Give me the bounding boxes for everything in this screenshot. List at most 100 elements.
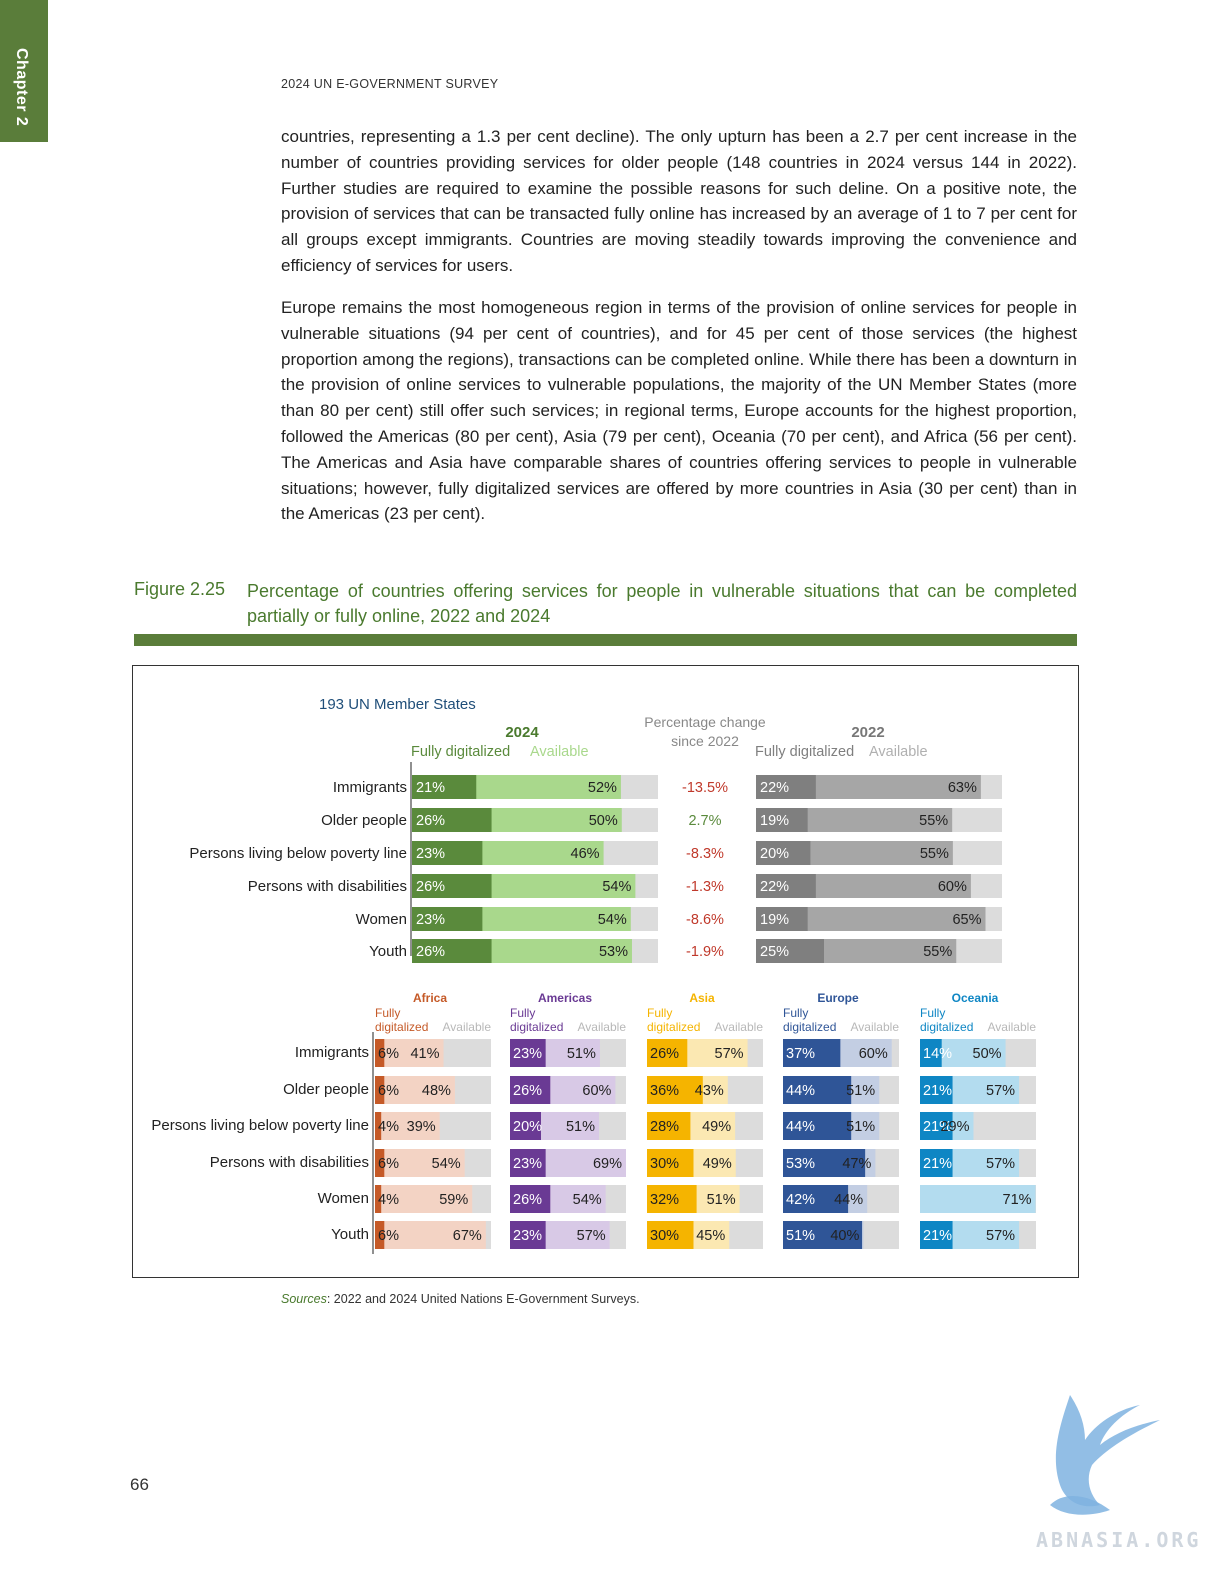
- region-bar-fully: [375, 1076, 385, 1104]
- label-2022-available: 60%: [938, 879, 967, 895]
- region-label-available: 51%: [846, 1083, 875, 1099]
- region-bar-fully: [783, 1149, 866, 1177]
- region-bar-available: [375, 1039, 444, 1067]
- figure-box: 193 UN Member States 2024 Fully digitalize…: [132, 665, 1079, 1278]
- header-2022: 2022: [851, 724, 884, 741]
- region-label-available: 60%: [859, 1046, 888, 1062]
- header-change-line2: since 2022: [671, 733, 739, 749]
- header-2022-fully: Fully digitalized: [755, 744, 854, 760]
- chart: 193 UN Member States 2024 Fully digitalize…: [151, 696, 1037, 1254]
- region-title-oceania: Oceania: [952, 991, 999, 1005]
- paragraph-2: Europe remains the most homogeneous regi…: [281, 298, 1077, 524]
- source-text: : 2022 and 2024 United Nations E-Governm…: [326, 1292, 640, 1306]
- region-label-available: 51%: [566, 1119, 595, 1135]
- region-fully-line2: digitalized: [647, 1020, 700, 1034]
- change-label: -8.6%: [686, 912, 724, 928]
- label-2022-fully: 19%: [760, 813, 789, 829]
- label-2024-fully: 26%: [416, 879, 445, 895]
- region-fully-line2: digitalized: [375, 1020, 428, 1034]
- region-label-fully: 14%: [923, 1046, 952, 1062]
- bar-2022-fully: [756, 841, 811, 865]
- region-label-available: 47%: [842, 1156, 871, 1172]
- region-title-americas: Americas: [538, 991, 592, 1005]
- label-2022-available: 55%: [920, 846, 949, 862]
- label-2024-fully: 26%: [416, 944, 445, 960]
- bar-2022-fully: [756, 874, 816, 898]
- page-number: 66: [130, 1475, 149, 1494]
- region-label-available: 48%: [422, 1083, 451, 1099]
- region-label-fully: 21%: [923, 1228, 952, 1244]
- region-fully-line1: Fully: [510, 1006, 535, 1020]
- region-bar-fully: [783, 1076, 852, 1104]
- region-row-label-youth: Youth: [331, 1226, 369, 1243]
- bar-2022-fully: [756, 907, 808, 931]
- region-label-available: 69%: [593, 1156, 622, 1172]
- region-row-label-older-people: Older people: [283, 1081, 369, 1098]
- label-2024-fully: 21%: [416, 780, 445, 796]
- region-bar-fully: [375, 1185, 382, 1213]
- source-label: Sources: [281, 1292, 327, 1306]
- region-label-available: 39%: [407, 1119, 436, 1135]
- region-title-africa: Africa: [413, 991, 447, 1005]
- region-label-fully: 28%: [650, 1119, 679, 1135]
- region-available: Available: [988, 1020, 1037, 1034]
- region-label-fully: 26%: [513, 1083, 542, 1099]
- label-2024-available: 54%: [602, 879, 631, 895]
- row-label-persons-with-disabilities: Persons with disabilities: [248, 878, 407, 895]
- region-label-available: 51%: [846, 1119, 875, 1135]
- source-note: Sources: 2022 and 2024 United Nations E-…: [281, 1292, 640, 1306]
- header-2024-fully: Fully digitalized: [411, 744, 510, 760]
- region-label-fully: 44%: [786, 1083, 815, 1099]
- region-label-fully: 36%: [650, 1083, 679, 1099]
- change-label: -13.5%: [682, 780, 728, 796]
- label-2024-fully: 23%: [416, 912, 445, 928]
- region-label-available: 29%: [940, 1119, 969, 1135]
- region-bar-fully: [647, 1221, 694, 1249]
- region-label-available: 43%: [695, 1083, 724, 1099]
- label-2024-fully: 26%: [416, 813, 445, 829]
- region-bar-fully: [375, 1039, 385, 1067]
- row-label-persons-living-below-poverty-line: Persons living below poverty line: [189, 845, 407, 862]
- region-bar-fully: [510, 1185, 551, 1213]
- label-2024-fully: 23%: [416, 846, 445, 862]
- region-label-fully: 26%: [650, 1046, 679, 1062]
- bar-2024-fully: [412, 775, 477, 799]
- region-label-available: 54%: [573, 1192, 602, 1208]
- region-label-available: 57%: [986, 1083, 1015, 1099]
- label-2022-fully: 19%: [760, 912, 789, 928]
- region-bar-fully: [510, 1221, 546, 1249]
- region-available: Available: [715, 1020, 764, 1034]
- region-bar-fully: [510, 1076, 551, 1104]
- header-2024-available: Available: [530, 744, 589, 760]
- chart-title: 193 UN Member States: [319, 696, 476, 713]
- region-available: Available: [851, 1020, 900, 1034]
- bar-2024-fully: [412, 907, 483, 931]
- region-bar-fully: [783, 1039, 841, 1067]
- region-bar-fully: [647, 1185, 697, 1213]
- region-fully-line1: Fully: [647, 1006, 672, 1020]
- region-fully-line1: Fully: [783, 1006, 808, 1020]
- change-label: -1.9%: [686, 944, 724, 960]
- region-fully-line2: digitalized: [920, 1020, 973, 1034]
- region-label-fully: 20%: [513, 1119, 542, 1135]
- change-label: -8.3%: [686, 846, 724, 862]
- region-label-available: 54%: [432, 1156, 461, 1172]
- label-2022-available: 55%: [923, 944, 952, 960]
- region-label-fully: 30%: [650, 1228, 679, 1244]
- region-row-label-women: Women: [318, 1190, 369, 1207]
- region-bar-fully: [510, 1112, 541, 1140]
- region-label-fully: 21%: [923, 1083, 952, 1099]
- region-label-fully: 30%: [650, 1156, 679, 1172]
- region-label-fully: 51%: [786, 1228, 815, 1244]
- region-bar-available: [375, 1112, 440, 1140]
- watermark-text: ABNASIA.ORG: [1036, 1528, 1202, 1552]
- region-title-asia: Asia: [689, 991, 715, 1005]
- region-label-available: 49%: [703, 1156, 732, 1172]
- region-label-fully: 4%: [378, 1119, 399, 1135]
- region-bar-available: [375, 1221, 486, 1249]
- region-bar-fully: [647, 1112, 691, 1140]
- header-change-line1: Percentage change: [644, 714, 766, 730]
- region-bar-fully: [783, 1221, 863, 1249]
- label-2024-available: 54%: [598, 912, 627, 928]
- region-bar-fully: [920, 1149, 953, 1177]
